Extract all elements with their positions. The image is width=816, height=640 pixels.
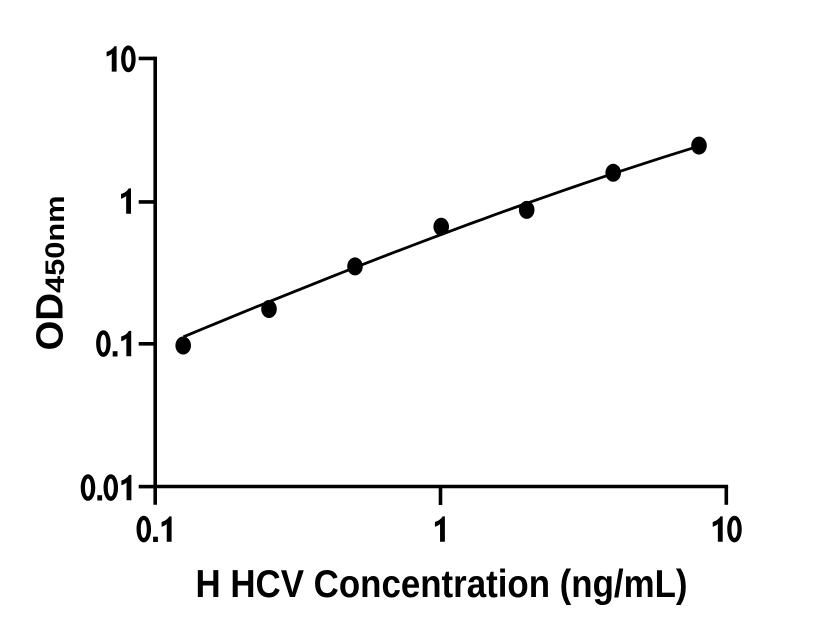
svg-text:H HCV Concentration (ng/mL): H HCV Concentration (ng/mL) — [196, 563, 688, 606]
svg-text:OD450nm: OD450nm — [30, 196, 72, 351]
